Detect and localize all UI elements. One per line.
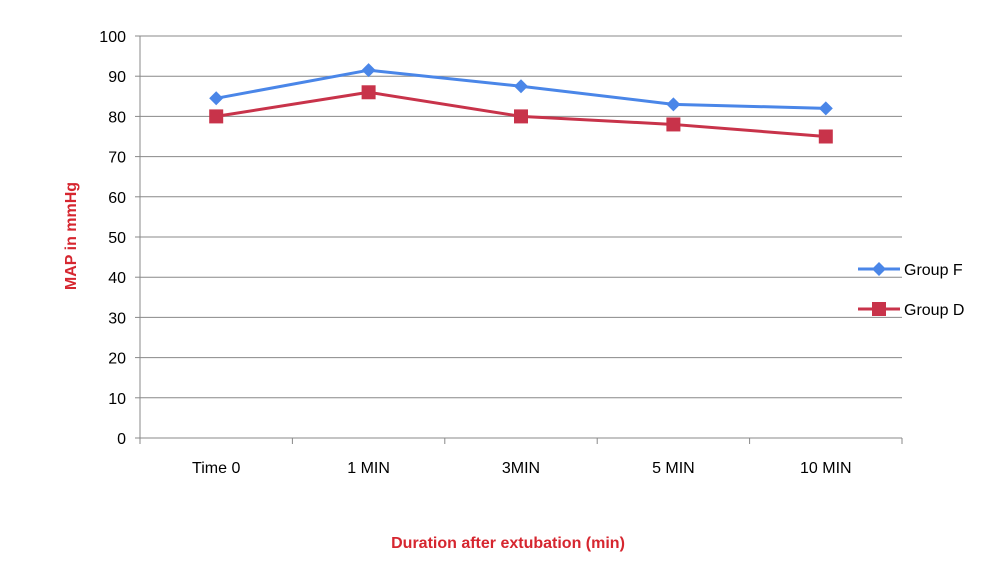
y-tick-labels: 0 10 20 30 40 50 60 70 80 90 100 xyxy=(99,29,126,448)
data-point xyxy=(361,63,376,78)
x-tick-label: Time 0 xyxy=(192,460,240,477)
series-group-d xyxy=(209,85,833,144)
legend-label: Group D xyxy=(904,302,964,319)
y-tick-label: 60 xyxy=(108,190,126,207)
data-point xyxy=(209,109,224,124)
data-point xyxy=(818,101,833,116)
x-tick-labels: Time 0 1 MIN 3MIN 5 MIN 10 MIN xyxy=(192,460,852,477)
y-axis-title: MAP in mmHg xyxy=(63,182,80,290)
legend-marker xyxy=(872,302,886,316)
data-point xyxy=(666,117,681,132)
x-axis-title: Duration after extubation (min) xyxy=(391,535,625,552)
y-tick-label: 70 xyxy=(108,150,126,167)
gridlines xyxy=(140,35,902,399)
y-tick-label: 90 xyxy=(108,69,126,86)
x-tick-label: 1 MIN xyxy=(347,460,390,477)
y-tick-label: 80 xyxy=(108,109,126,126)
x-tick-label: 5 MIN xyxy=(652,460,695,477)
y-tick-label: 40 xyxy=(108,270,126,287)
y-tick-label: 30 xyxy=(108,310,126,327)
legend-label: Group F xyxy=(904,262,963,279)
data-point xyxy=(666,97,681,112)
y-tick-label: 50 xyxy=(108,230,126,247)
legend: Group F Group D xyxy=(858,262,964,319)
y-tick-label: 10 xyxy=(108,391,126,408)
legend-item: Group D xyxy=(858,302,964,319)
series-group-f xyxy=(209,63,833,116)
y-tick-label: 100 xyxy=(99,29,126,46)
data-point xyxy=(209,91,224,106)
axes xyxy=(135,35,903,444)
x-tick-label: 10 MIN xyxy=(800,460,852,477)
data-point xyxy=(514,79,528,94)
legend-marker xyxy=(872,262,886,276)
data-point xyxy=(361,85,376,100)
x-tick-label: 3MIN xyxy=(502,460,540,477)
y-tick-label: 20 xyxy=(108,351,126,368)
series xyxy=(209,63,833,144)
y-tick-label: 0 xyxy=(117,431,126,448)
data-point xyxy=(818,129,833,144)
data-point xyxy=(514,109,528,124)
legend-item: Group F xyxy=(858,262,963,279)
